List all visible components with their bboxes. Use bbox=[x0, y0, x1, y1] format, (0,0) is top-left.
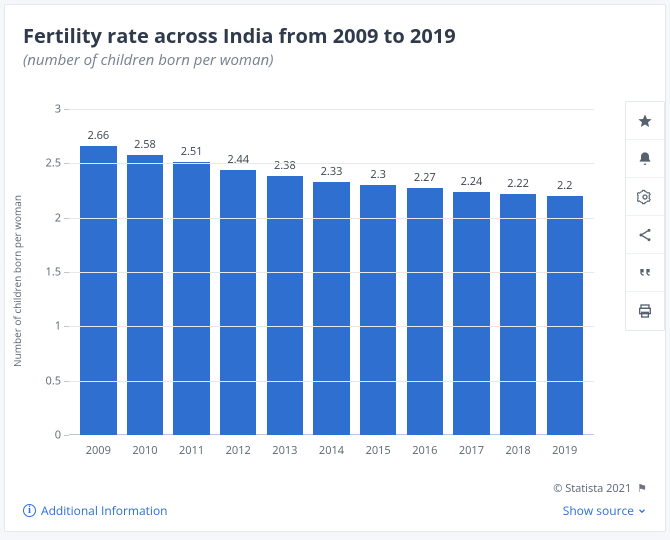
side-toolbar bbox=[625, 101, 665, 331]
ytick-label: 0.5 bbox=[46, 373, 69, 388]
bar-value-label: 2.27 bbox=[414, 170, 436, 185]
xtick-label: 2019 bbox=[552, 443, 577, 458]
bar[interactable] bbox=[127, 155, 163, 435]
bar[interactable] bbox=[360, 185, 396, 435]
quote-icon bbox=[637, 265, 653, 281]
gridline bbox=[69, 326, 594, 327]
xtick-label: 2014 bbox=[319, 443, 344, 458]
bar-value-label: 2.44 bbox=[227, 152, 249, 167]
ytick-label: 0 bbox=[55, 428, 69, 443]
xtick-label: 2016 bbox=[412, 443, 437, 458]
chart-title: Fertility rate across India from 2009 to… bbox=[23, 23, 647, 48]
bar[interactable] bbox=[80, 146, 116, 435]
panel-footer: i Additional Information © Statista 2021… bbox=[23, 481, 647, 519]
bar-value-label: 2.3 bbox=[370, 167, 385, 182]
bar-value-label: 2.2 bbox=[557, 178, 572, 193]
additional-information-link[interactable]: i Additional Information bbox=[23, 502, 168, 519]
xtick-label: 2013 bbox=[272, 443, 297, 458]
gear-icon bbox=[637, 189, 653, 205]
favorite-button[interactable] bbox=[626, 102, 664, 140]
star-icon bbox=[637, 113, 653, 129]
show-source-link[interactable]: Show source bbox=[563, 502, 647, 519]
ytick-label: 3 bbox=[55, 102, 69, 117]
bar-value-label: 2.22 bbox=[507, 176, 529, 191]
bar[interactable] bbox=[453, 192, 489, 435]
bar-value-label: 2.66 bbox=[87, 128, 109, 143]
bar-value-label: 2.24 bbox=[461, 174, 483, 189]
footer-right: © Statista 2021 ⚑ Show source bbox=[553, 481, 647, 519]
chart-area: Number of children born per woman 2.6620… bbox=[23, 101, 598, 461]
xtick-label: 2015 bbox=[366, 443, 391, 458]
bar-value-label: 2.58 bbox=[134, 137, 156, 152]
bar[interactable] bbox=[267, 176, 303, 435]
bell-icon bbox=[637, 151, 653, 167]
y-axis-label: Number of children born per woman bbox=[10, 195, 24, 367]
xtick-label: 2018 bbox=[505, 443, 530, 458]
bar[interactable] bbox=[313, 182, 349, 435]
xtick-label: 2011 bbox=[179, 443, 204, 458]
gridline bbox=[69, 163, 594, 164]
chart-panel: Fertility rate across India from 2009 to… bbox=[4, 4, 666, 532]
settings-button[interactable] bbox=[626, 178, 664, 216]
share-button[interactable] bbox=[626, 216, 664, 254]
gridline bbox=[69, 218, 594, 219]
ytick-label: 1 bbox=[55, 319, 69, 334]
copyright-label: © Statista 2021 bbox=[553, 481, 631, 496]
info-icon: i bbox=[23, 504, 36, 517]
plot-area: 2.6620092.5820102.5120112.4420122.382013… bbox=[69, 109, 594, 435]
bar[interactable] bbox=[407, 188, 443, 435]
cite-button[interactable] bbox=[626, 254, 664, 292]
gridline bbox=[69, 381, 594, 382]
xtick-label: 2009 bbox=[86, 443, 111, 458]
print-button[interactable] bbox=[626, 292, 664, 330]
copyright-text: © Statista 2021 ⚑ bbox=[553, 481, 647, 496]
share-icon bbox=[637, 227, 653, 243]
ytick-label: 1.5 bbox=[46, 265, 69, 280]
xtick-label: 2010 bbox=[132, 443, 157, 458]
bar-value-label: 2.51 bbox=[181, 144, 203, 159]
additional-information-label: Additional Information bbox=[41, 502, 168, 519]
bar[interactable] bbox=[500, 194, 536, 435]
ytick-label: 2.5 bbox=[46, 156, 69, 171]
ytick-label: 2 bbox=[55, 210, 69, 225]
chevron-down-icon bbox=[637, 506, 647, 516]
gridline bbox=[69, 272, 594, 273]
bar[interactable] bbox=[220, 170, 256, 435]
bar-value-label: 2.33 bbox=[321, 164, 343, 179]
show-source-label: Show source bbox=[563, 502, 634, 519]
bar[interactable] bbox=[547, 196, 583, 435]
xtick-label: 2017 bbox=[459, 443, 484, 458]
bar[interactable] bbox=[173, 162, 209, 435]
xtick-label: 2012 bbox=[226, 443, 251, 458]
chart-subtitle: (number of children born per woman) bbox=[23, 50, 647, 70]
print-icon bbox=[637, 303, 653, 319]
gridline bbox=[69, 109, 594, 110]
flag-icon[interactable]: ⚑ bbox=[637, 481, 647, 496]
alert-button[interactable] bbox=[626, 140, 664, 178]
bar-value-label: 2.38 bbox=[274, 158, 296, 173]
